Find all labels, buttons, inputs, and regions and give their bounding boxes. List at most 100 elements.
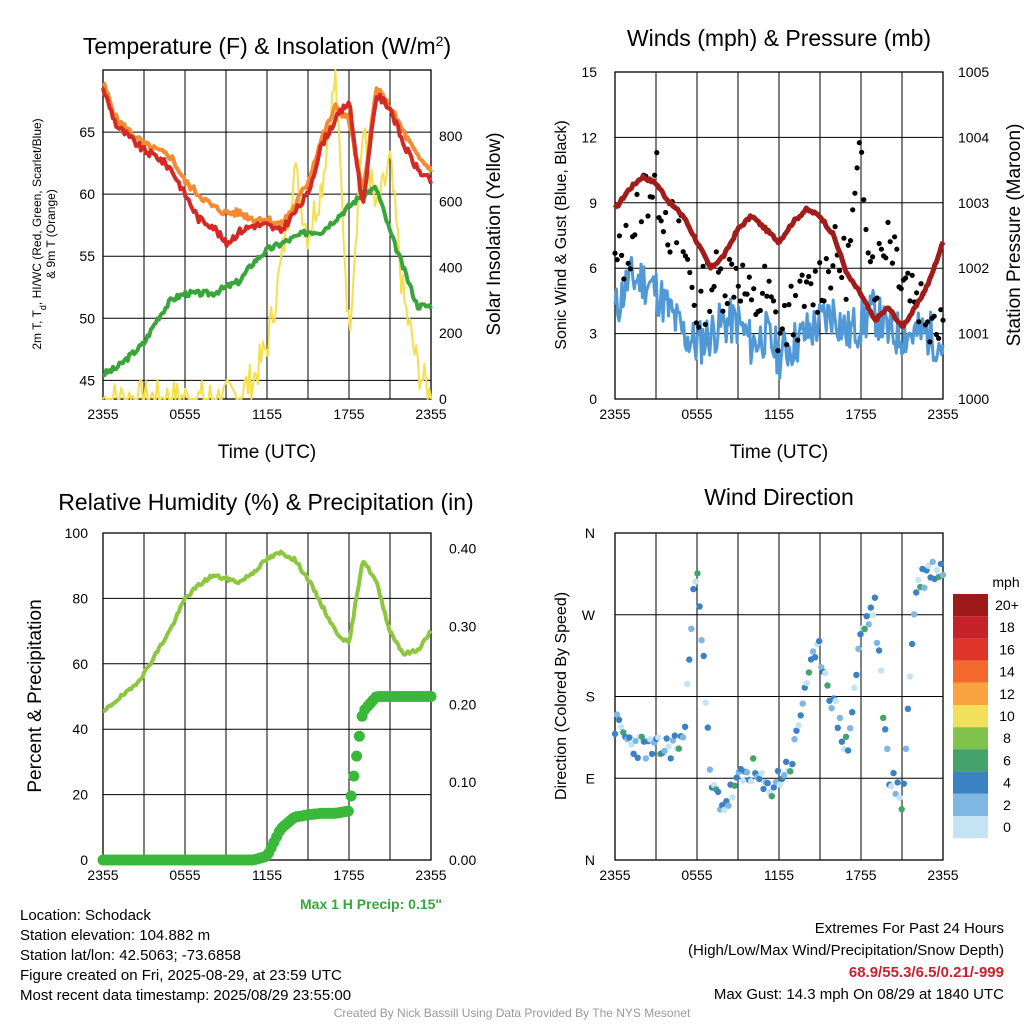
wind-direction-point xyxy=(684,680,691,688)
gust-point xyxy=(770,298,777,304)
gust-point xyxy=(808,281,814,287)
gust-point xyxy=(810,302,816,308)
wind-direction-point xyxy=(871,594,879,601)
gust-point xyxy=(638,219,645,225)
colorbar-swatch xyxy=(953,638,988,661)
wind-direction-point xyxy=(939,571,947,579)
wind-direction-point xyxy=(615,716,623,724)
gust-point xyxy=(788,283,794,289)
gust-point xyxy=(803,279,810,285)
gust-point xyxy=(806,273,812,280)
wind-direction-point xyxy=(896,794,903,801)
gust-point xyxy=(889,260,896,266)
gust-point xyxy=(907,298,913,304)
gust-point xyxy=(876,240,882,247)
wind-direction-point xyxy=(867,604,874,611)
wind-direction-point xyxy=(748,778,755,785)
gust-point xyxy=(843,296,849,302)
wind-direction-point xyxy=(884,745,891,752)
gust-point xyxy=(724,300,730,307)
temp-title-superscript: 2 xyxy=(436,33,444,49)
wind-direction-point xyxy=(758,770,765,777)
gust-point xyxy=(757,307,763,314)
wind-direction-point xyxy=(844,747,852,754)
wind-direction-point xyxy=(704,724,711,731)
wind-direction-point xyxy=(690,585,697,593)
precip-point xyxy=(345,790,357,802)
gust-point xyxy=(777,330,783,336)
wind-direction-point xyxy=(642,755,650,762)
colorbar-label: 20+ xyxy=(995,597,1019,613)
pressure-y-tick-label: 1005 xyxy=(958,64,989,80)
max-gust-text: Max Gust: 14.3 mph On 08/29 at 1840 UTC xyxy=(713,986,1004,1003)
dewpoint-series-line xyxy=(102,184,433,378)
gust-point xyxy=(898,286,904,292)
gust-point xyxy=(623,222,629,228)
gust-point xyxy=(839,274,845,281)
station-info: Location: Schodack Station elevation: 10… xyxy=(20,906,351,1006)
gust-point xyxy=(689,284,695,290)
wdir-panel-title: Wind Direction xyxy=(704,484,854,510)
gust-point xyxy=(795,337,801,343)
gust-point xyxy=(927,339,933,345)
precip-point xyxy=(348,770,360,782)
gust-point xyxy=(781,302,788,309)
wind-direction-point xyxy=(882,726,889,733)
colorbar-label: 0 xyxy=(1003,819,1011,835)
wind-direction-point xyxy=(783,758,790,765)
gust-point xyxy=(722,293,728,299)
gust-point xyxy=(766,278,772,284)
gust-point xyxy=(863,226,869,233)
wind-direction-point xyxy=(799,700,806,707)
rh-x-tick-label: 2355 xyxy=(87,867,118,883)
gust-point xyxy=(867,259,874,265)
wind-direction-point xyxy=(890,769,897,777)
wind-direction-point xyxy=(795,722,802,729)
rh-y-axis-label: Percent & Precipitation xyxy=(25,599,46,792)
wind-y-tick-label: 12 xyxy=(581,129,597,145)
gust-point xyxy=(687,269,693,276)
latlon-text: Station lat/lon: 42.5063; -73.6858 xyxy=(20,947,242,964)
gust-point xyxy=(894,246,900,252)
gust-point xyxy=(729,261,735,267)
temp-x-tick-label: 2355 xyxy=(87,406,118,422)
wind-direction-point xyxy=(714,788,722,796)
wind-direction-point xyxy=(937,560,945,568)
gust-point xyxy=(773,309,779,315)
pressure-y-tick-label: 1002 xyxy=(958,260,989,276)
gust-point xyxy=(861,197,867,203)
gust-point xyxy=(836,268,843,274)
wind-direction-point xyxy=(725,802,732,809)
wind-direction-point xyxy=(776,781,784,788)
wind-direction-point xyxy=(842,733,850,740)
temp-y-tick-label: 65 xyxy=(79,124,95,140)
wind-direction-point xyxy=(898,806,905,813)
wind-direction-point xyxy=(669,737,676,744)
wind-direction-point xyxy=(824,682,831,689)
temp-x-axis-label: Time (UTC) xyxy=(218,442,317,463)
gust-point xyxy=(665,242,671,248)
gust-point xyxy=(718,266,724,272)
gust-point xyxy=(817,260,823,266)
gust-point xyxy=(612,250,618,256)
gust-point xyxy=(658,218,664,224)
gust-point xyxy=(925,319,931,325)
colorbar-swatch xyxy=(953,749,988,772)
rh-x-tick-label: 0555 xyxy=(169,867,200,883)
gust-point xyxy=(832,224,838,230)
elevation-text: Station elevation: 104.882 m xyxy=(20,927,211,944)
wind-direction-point xyxy=(787,768,794,775)
wind-direction-point xyxy=(626,734,633,741)
temp-ylabel-subscript: d xyxy=(38,305,48,310)
wind-direction-point xyxy=(731,782,738,789)
gust-point xyxy=(916,319,922,325)
colorbar-unit-label: mph xyxy=(992,574,1019,590)
wind-direction-point xyxy=(630,750,637,757)
gust-point xyxy=(625,260,631,266)
rh-series-line xyxy=(102,549,433,713)
wind-direction-point xyxy=(793,727,800,734)
gust-point xyxy=(627,266,634,272)
max-precip-label: Max 1 H Precip: 0.15" xyxy=(300,896,443,912)
wind-direction-point xyxy=(739,777,747,784)
gust-point xyxy=(713,249,719,255)
